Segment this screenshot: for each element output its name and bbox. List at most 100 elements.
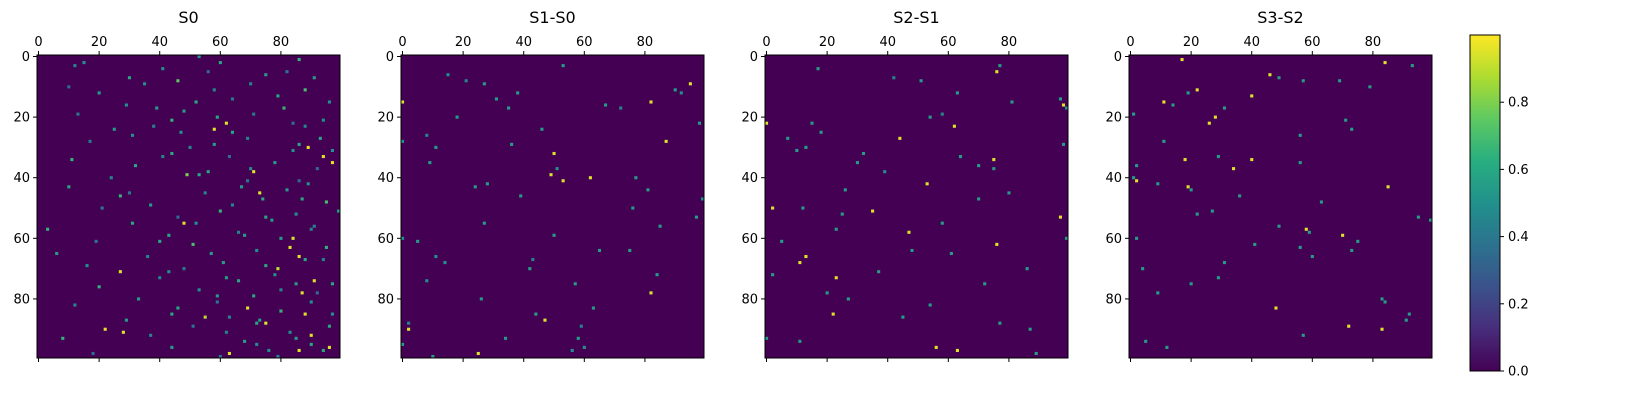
- heatmap-cell: [224, 276, 228, 280]
- x-tick-label: 80: [637, 35, 654, 50]
- heatmap-cell: [203, 315, 207, 319]
- heatmap-cell: [1171, 103, 1175, 107]
- heatmap-cell: [146, 254, 150, 259]
- heatmap-background: [401, 55, 704, 358]
- colorbar-tick-label: 0.0: [1508, 365, 1529, 380]
- heatmap-cell: [236, 279, 241, 283]
- heatmap-cell: [227, 351, 231, 356]
- heatmap-cell: [182, 267, 186, 271]
- heatmap-cell: [67, 185, 71, 189]
- heatmap-cell: [597, 248, 602, 252]
- heatmap-cell: [479, 297, 483, 301]
- heatmap-cell: [121, 330, 125, 334]
- heatmap-cell: [561, 64, 565, 68]
- heatmap-cell: [1064, 106, 1069, 110]
- heatmap-cell: [215, 300, 219, 304]
- heatmap-cell: [883, 170, 887, 174]
- y-tick-label: 80: [377, 292, 394, 307]
- heatmap-cell: [846, 297, 850, 301]
- heatmap-cell: [1222, 106, 1227, 110]
- heatmap-cell: [276, 267, 280, 271]
- heatmap-cell: [315, 167, 319, 171]
- heatmap-cell: [249, 82, 253, 86]
- heatmap-cell: [425, 133, 429, 137]
- heatmap-cell: [312, 76, 316, 80]
- y-tick-label: 0: [386, 50, 394, 65]
- heatmap-cell: [804, 254, 808, 259]
- heatmap-panel-s0: S0 00 20 20 40 40 60 60 80 80: [13, 8, 341, 362]
- heatmap-cell: [297, 254, 301, 259]
- heatmap-cell: [188, 145, 192, 149]
- heatmap-cell: [901, 315, 905, 319]
- heatmap-cell: [267, 348, 271, 352]
- heatmap-cell: [227, 315, 231, 319]
- heatmap-cell: [810, 121, 814, 125]
- heatmap-cell: [431, 354, 435, 359]
- heatmap-cell: [834, 276, 838, 280]
- heatmap-cell: [1061, 103, 1066, 107]
- heatmap-cell: [215, 115, 219, 119]
- heatmap-cell: [270, 218, 274, 222]
- heatmap-cell: [273, 273, 277, 277]
- heatmap-cell: [531, 258, 535, 262]
- heatmap-cell: [843, 188, 847, 192]
- heatmap-cell: [297, 179, 301, 183]
- heatmap-cell: [1350, 127, 1354, 131]
- heatmap-cell: [1232, 167, 1236, 171]
- heatmap-cell: [1250, 158, 1254, 162]
- heatmap-cell: [1195, 212, 1199, 216]
- heatmap-cell: [206, 70, 210, 74]
- x-tick-label: 80: [273, 35, 290, 50]
- heatmap-cell: [303, 88, 307, 92]
- heatmap-cell: [816, 67, 820, 71]
- heatmap-cell: [1156, 291, 1160, 295]
- heatmap-cell: [907, 230, 911, 234]
- heatmap-cell: [494, 97, 499, 101]
- y-tick-label: 20: [13, 111, 30, 126]
- heatmap-cell: [273, 161, 277, 165]
- heatmap-cell: [998, 321, 1002, 325]
- heatmap-cell: [221, 261, 225, 265]
- x-tick-label: 40: [515, 35, 532, 50]
- heatmap-cell: [1274, 306, 1278, 310]
- heatmap-cell: [576, 336, 580, 340]
- heatmap-cell: [303, 124, 307, 128]
- heatmap-cell: [473, 185, 477, 189]
- heatmap-cell: [294, 282, 298, 286]
- heatmap-cell: [1186, 91, 1190, 95]
- y-tick-label: 40: [377, 171, 394, 186]
- heatmap-cell: [167, 270, 171, 274]
- heatmap-cell: [919, 79, 923, 83]
- heatmap-cell: [197, 288, 201, 292]
- heatmap-cell: [1222, 261, 1227, 265]
- x-tick-label: 80: [1001, 35, 1018, 50]
- y-tick-label: 60: [1105, 232, 1122, 247]
- y-tick-label: 0: [750, 50, 758, 65]
- heatmap-cell: [94, 239, 98, 243]
- heatmap-cell: [992, 167, 996, 171]
- heatmap-cell: [658, 224, 662, 228]
- heatmap-cell: [688, 82, 692, 86]
- heatmap-cell: [264, 73, 268, 77]
- heatmap-cell: [1383, 61, 1387, 65]
- colorbar: 0.0 0.2 0.4 0.6 0.8: [1469, 34, 1529, 380]
- heatmap-cell: [834, 227, 838, 231]
- heatmap-cell: [582, 345, 586, 349]
- heatmap-cell: [1135, 164, 1139, 168]
- heatmap-cell: [619, 106, 623, 110]
- heatmap-cell: [407, 321, 411, 325]
- heatmap-cell: [303, 312, 307, 316]
- heatmap-cell: [1404, 318, 1408, 322]
- heatmap-cell: [646, 188, 650, 192]
- heatmap-cell: [588, 176, 592, 180]
- y-tick-label: 0: [1114, 50, 1122, 65]
- heatmap-cell: [318, 136, 322, 140]
- heatmap-cell: [288, 330, 292, 334]
- heatmap-cell: [1180, 58, 1184, 62]
- heatmap-cell: [1304, 227, 1308, 231]
- heatmap-cell: [825, 291, 829, 295]
- heatmap-cell: [1007, 191, 1011, 195]
- heatmap-cell: [507, 106, 511, 110]
- heatmap-cell: [182, 221, 186, 225]
- heatmap-cell: [191, 242, 195, 246]
